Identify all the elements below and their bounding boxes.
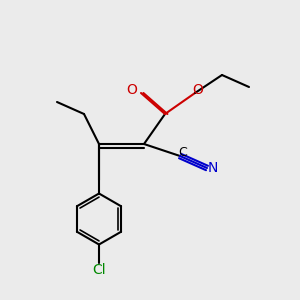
Text: O: O <box>127 83 137 97</box>
Text: N: N <box>208 161 218 175</box>
Text: O: O <box>193 83 203 97</box>
Text: C: C <box>178 146 188 160</box>
Text: Cl: Cl <box>92 263 106 277</box>
